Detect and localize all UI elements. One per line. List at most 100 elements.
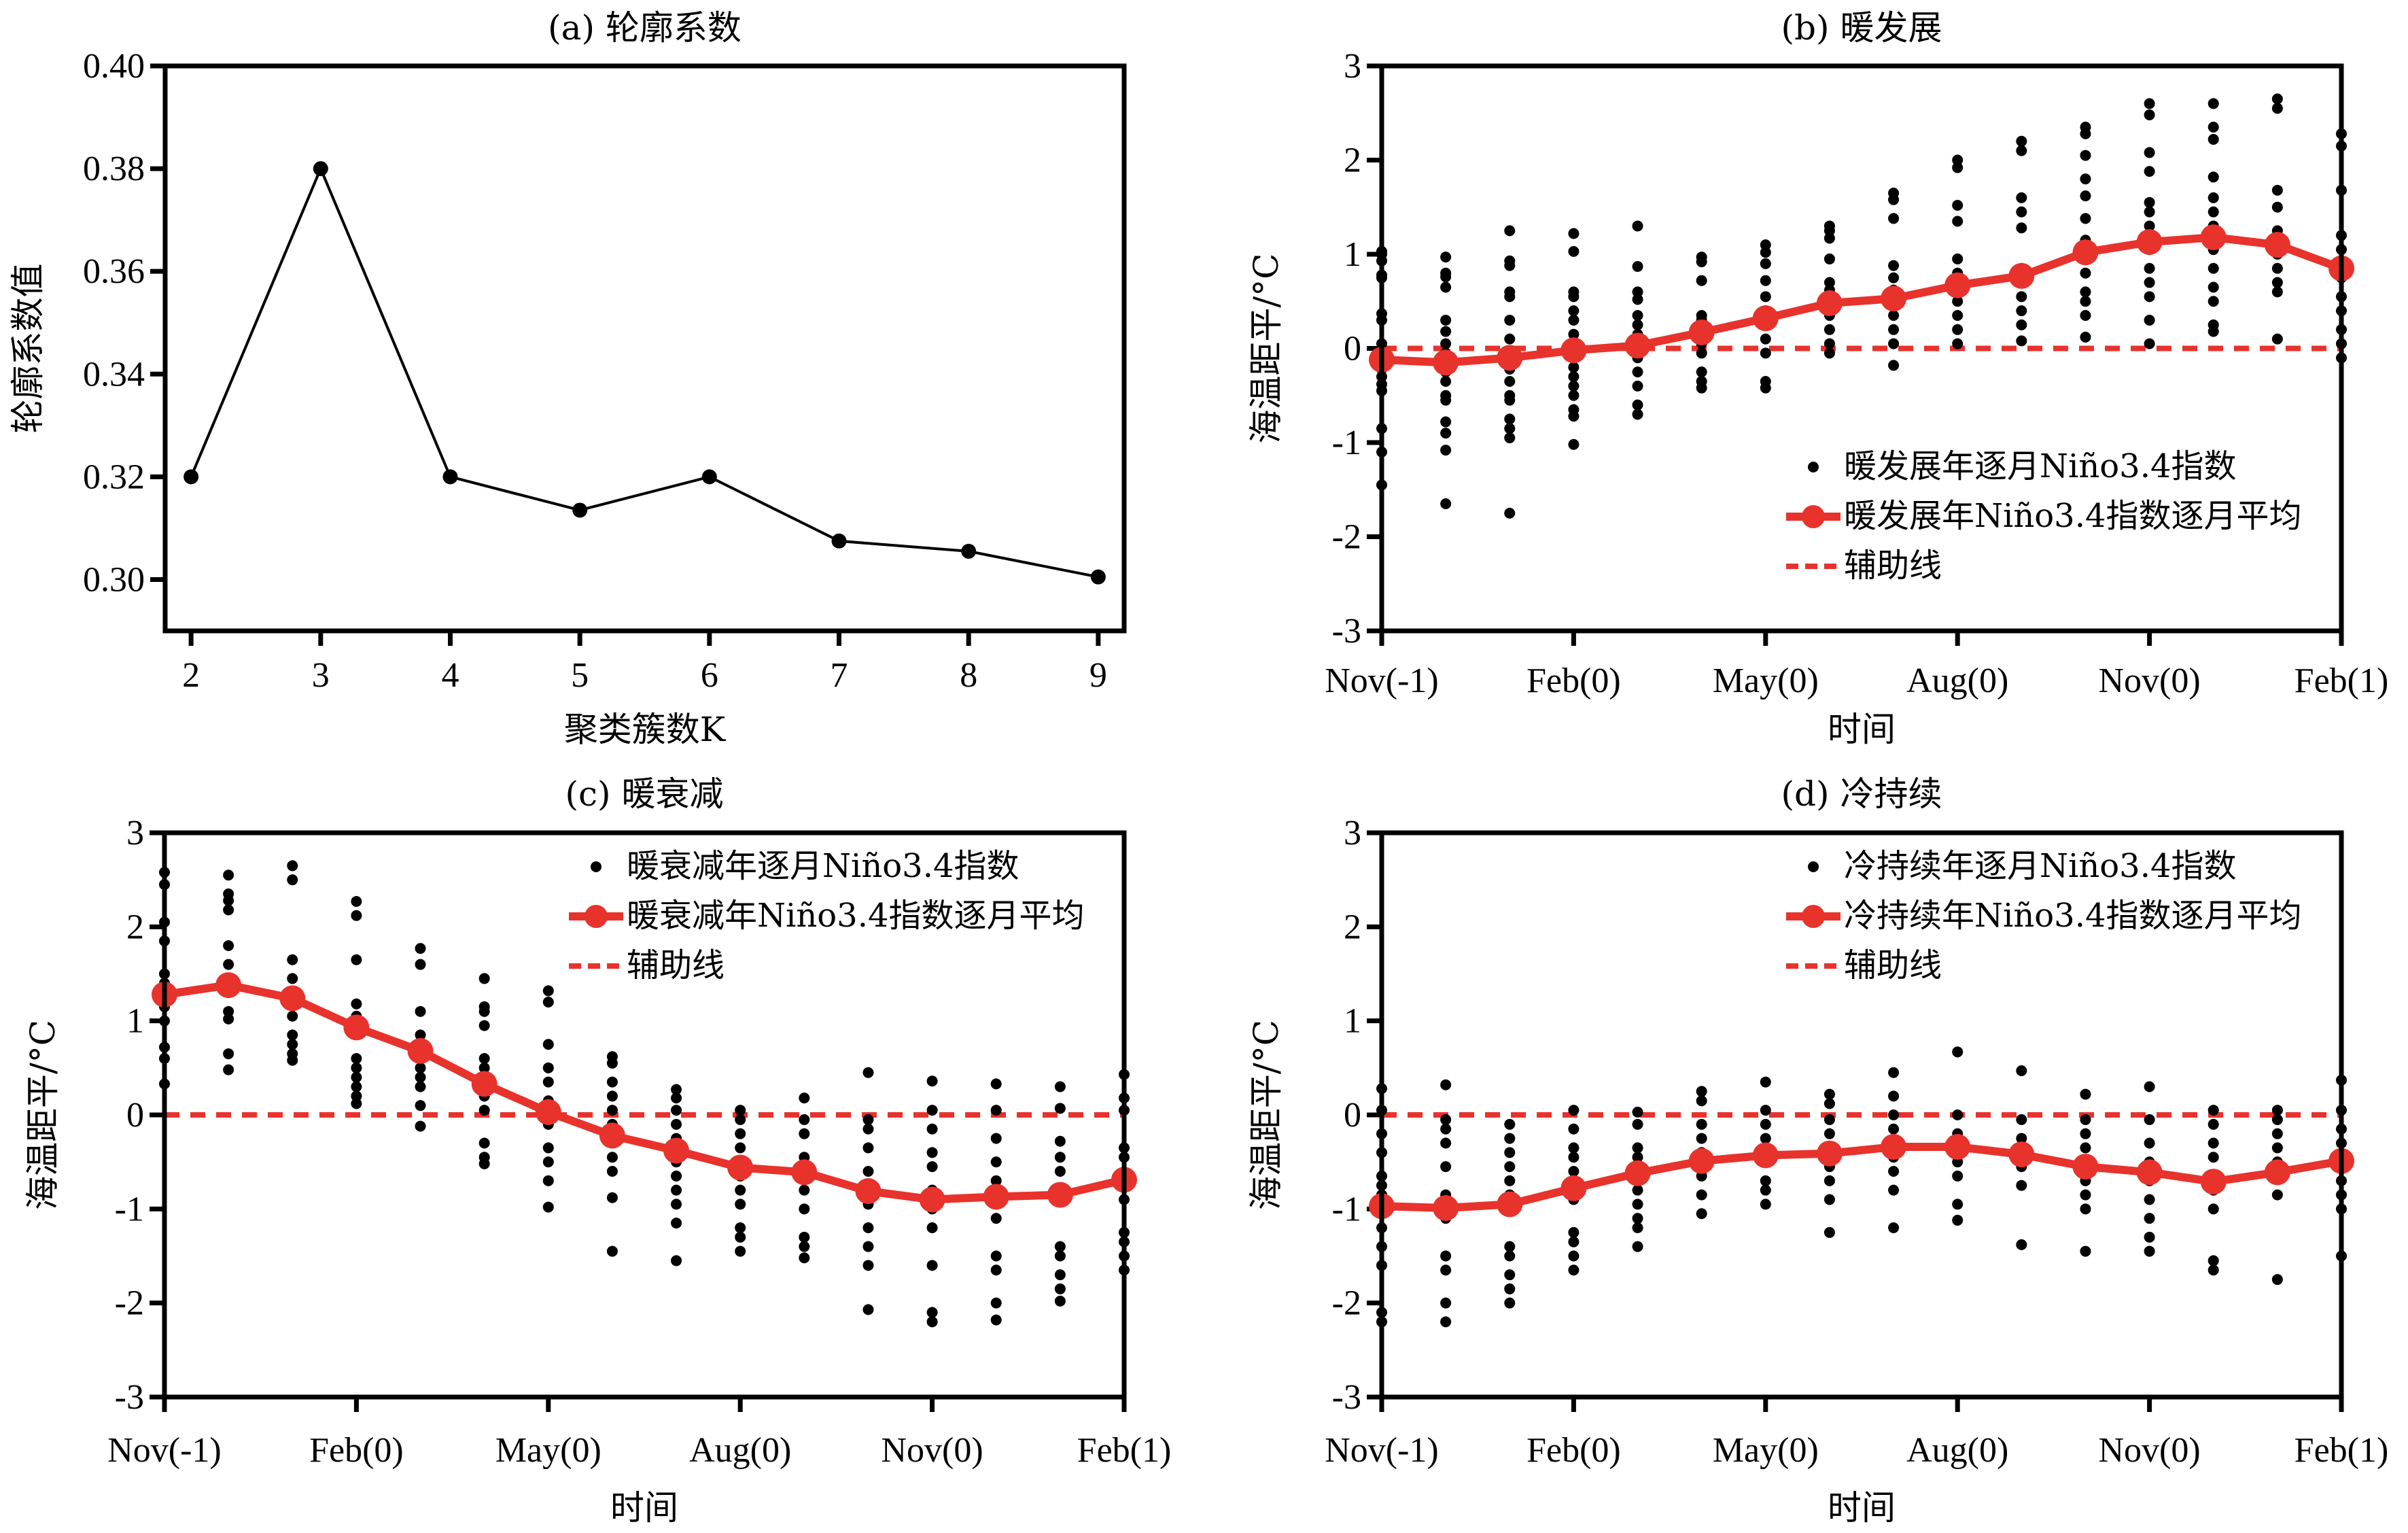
- monthly-index-point: [287, 1010, 298, 1022]
- monthly-index-point: [2016, 222, 2027, 234]
- monthly-index-point: [1504, 1269, 1516, 1281]
- silhouette-point: [572, 502, 588, 518]
- monthly-index-point: [1696, 1118, 1707, 1130]
- mean-point: [1944, 272, 1971, 298]
- x-tick-label: Aug(0): [1906, 661, 2008, 700]
- monthly-index-point: [287, 954, 298, 965]
- monthly-index-point: [2208, 1203, 2219, 1215]
- monthly-index-point: [542, 997, 554, 1007]
- monthly-index-point: [671, 1084, 682, 1095]
- monthly-index-point: [1888, 1123, 1900, 1135]
- monthly-index-point: [2144, 291, 2155, 303]
- monthly-index-point: [1568, 1264, 1580, 1276]
- monthly-index-point: [2208, 98, 2219, 109]
- monthly-index-point: [1440, 1123, 1452, 1135]
- silhouette-point: [442, 469, 458, 485]
- monthly-index-point: [1760, 1133, 1771, 1144]
- x-tick-label: Nov(-1): [107, 1431, 222, 1470]
- monthly-index-point: [2080, 1245, 2091, 1257]
- monthly-index-point: [1504, 423, 1516, 434]
- silhouette-line: [190, 165, 1099, 579]
- monthly-index-point: [351, 1071, 362, 1083]
- monthly-index-point: [2080, 1114, 2091, 1125]
- legend-scatter-marker: [1808, 462, 1819, 472]
- y-tick-label: 2: [1344, 908, 1361, 946]
- y-tick-label: 0: [1344, 1096, 1361, 1135]
- legend-label: 冷持续年Niño3.4指数逐月平均: [1844, 897, 2302, 935]
- monthly-index-point: [735, 1114, 746, 1125]
- monthly-index-point: [1760, 258, 1771, 269]
- monthly-index-point: [2208, 122, 2219, 133]
- monthly-index-point: [606, 1245, 618, 1257]
- panel-title: (b) 暖发展: [1781, 8, 1942, 48]
- monthly-index-point: [1568, 1152, 1580, 1163]
- monthly-index-point: [2016, 1239, 2027, 1250]
- x-tick-label: Feb(0): [1526, 661, 1621, 700]
- mean-point: [855, 1178, 882, 1205]
- monthly-index-point: [1440, 1297, 1452, 1309]
- monthly-index-point: [1760, 239, 1771, 251]
- mean-point: [1881, 286, 1907, 312]
- monthly-index-point: [1440, 394, 1452, 406]
- monthly-index-point: [2144, 277, 2155, 288]
- mean-point: [2136, 1159, 2163, 1186]
- monthly-index-point: [606, 1090, 618, 1102]
- monthly-index-point: [1696, 1095, 1707, 1107]
- axes-frame: [162, 63, 1127, 634]
- monthly-index-point: [1760, 247, 1771, 258]
- monthly-index-point: [1824, 1226, 1835, 1238]
- mean-point: [1433, 1194, 1459, 1221]
- monthly-index-point: [351, 1062, 362, 1073]
- y-tick-label: -3: [1332, 1378, 1361, 1417]
- monthly-index-point: [1568, 314, 1580, 326]
- monthly-index-point: [1824, 1175, 1835, 1186]
- monthly-index-point: [1504, 225, 1516, 237]
- monthly-index-point: [2080, 1088, 2091, 1100]
- monthly-index-point: [1504, 432, 1516, 444]
- monthly-index-point: [1632, 1118, 1643, 1130]
- x-tick-label: 7: [831, 656, 848, 695]
- monthly-index-point: [2144, 1231, 2155, 1243]
- monthly-index-point: [2271, 1114, 2283, 1125]
- monthly-index-point: [1888, 260, 1900, 271]
- monthly-index-point: [1632, 1213, 1643, 1224]
- x-axis-label: 聚类簇数K: [564, 710, 727, 749]
- monthly-index-point: [1824, 277, 1835, 288]
- monthly-index-point: [1632, 1222, 1643, 1233]
- monthly-index-point: [478, 1020, 490, 1031]
- monthly-index-point: [351, 895, 362, 907]
- monthly-index-point: [1440, 281, 1452, 293]
- x-tick-label: 2: [182, 656, 200, 695]
- monthly-index-point: [2208, 1105, 2219, 1116]
- x-tick-label: May(0): [1713, 1431, 1819, 1470]
- y-tick-label: -1: [1332, 1190, 1361, 1228]
- monthly-index-point: [1760, 1118, 1771, 1130]
- monthly-index-point: [2144, 1137, 2155, 1149]
- monthly-index-point: [1824, 1098, 1835, 1109]
- monthly-index-point: [1760, 291, 1771, 303]
- monthly-index-point: [1696, 1086, 1707, 1097]
- axes-frame: [1379, 63, 2344, 634]
- monthly-index-point: [1568, 328, 1580, 340]
- monthly-index-point: [990, 1213, 1002, 1224]
- monthly-index-point: [1888, 1222, 1900, 1233]
- silhouette-point: [961, 543, 977, 559]
- monthly-index-point: [1504, 1250, 1516, 1262]
- y-tick-label: -1: [115, 1190, 144, 1228]
- monthly-index-point: [1952, 310, 1964, 322]
- monthly-index-point: [542, 1039, 554, 1050]
- monthly-index-point: [2208, 192, 2219, 203]
- monthly-index-point: [990, 1133, 1002, 1144]
- monthly-index-point: [2144, 166, 2155, 177]
- legend-label: 辅助线: [627, 946, 725, 984]
- monthly-index-point: [478, 1062, 490, 1073]
- monthly-index-point: [1632, 380, 1643, 392]
- monthly-index-point: [2080, 190, 2091, 202]
- legend-label: 辅助线: [1844, 547, 1942, 585]
- monthly-index-point: [1632, 1152, 1643, 1163]
- mean-point: [1816, 290, 1843, 317]
- monthly-index-point: [415, 943, 426, 954]
- monthly-index-point: [2144, 314, 2155, 326]
- monthly-index-point: [606, 1057, 618, 1069]
- monthly-index-point: [862, 1166, 874, 1177]
